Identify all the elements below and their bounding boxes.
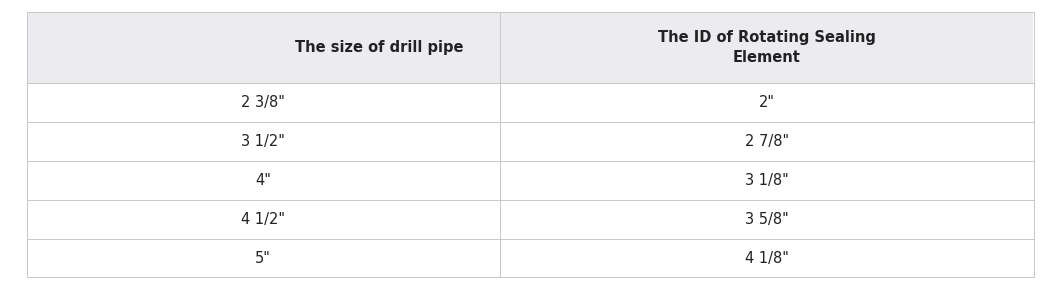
Text: 2 7/8": 2 7/8" <box>744 134 789 149</box>
Text: 3 1/2": 3 1/2" <box>242 134 285 149</box>
Bar <box>26 12 500 83</box>
Bar <box>500 161 1034 200</box>
Bar <box>500 83 1034 122</box>
Text: 4 1/8": 4 1/8" <box>745 251 789 266</box>
Bar <box>500 200 1034 239</box>
Text: The ID of Rotating Sealing
Element: The ID of Rotating Sealing Element <box>657 30 876 65</box>
Text: 4 1/2": 4 1/2" <box>241 212 285 227</box>
Bar <box>26 239 500 277</box>
Bar <box>500 239 1034 277</box>
Text: 2 3/8": 2 3/8" <box>242 95 285 110</box>
Text: 3 5/8": 3 5/8" <box>745 212 789 227</box>
Text: 2": 2" <box>759 95 775 110</box>
Bar <box>500 122 1034 161</box>
Text: The size of drill pipe: The size of drill pipe <box>295 40 463 55</box>
Bar <box>26 83 500 122</box>
Bar <box>500 12 1034 83</box>
Text: 4": 4" <box>255 173 271 188</box>
Text: 5": 5" <box>255 251 271 266</box>
Bar <box>26 161 500 200</box>
Bar <box>26 200 500 239</box>
Text: 3 1/8": 3 1/8" <box>745 173 789 188</box>
Bar <box>26 122 500 161</box>
